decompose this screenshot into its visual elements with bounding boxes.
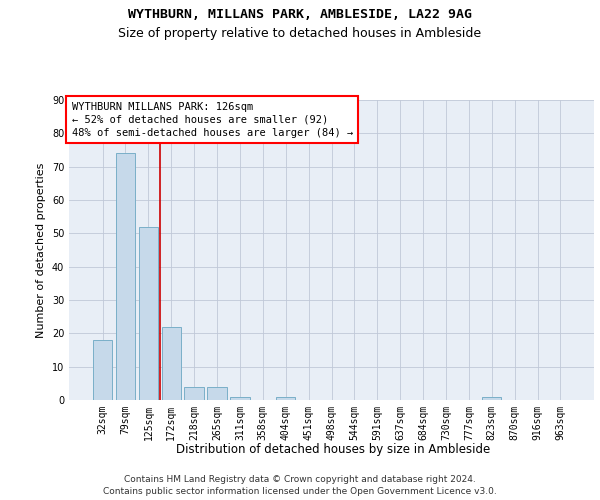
Bar bbox=[482, 396, 502, 400]
Text: Contains HM Land Registry data © Crown copyright and database right 2024.
Contai: Contains HM Land Registry data © Crown c… bbox=[103, 474, 497, 496]
Bar bbox=[208, 386, 227, 400]
Bar bbox=[161, 326, 181, 400]
Text: Distribution of detached houses by size in Ambleside: Distribution of detached houses by size … bbox=[176, 442, 490, 456]
Bar bbox=[184, 386, 204, 400]
Y-axis label: Number of detached properties: Number of detached properties bbox=[36, 162, 46, 338]
Bar bbox=[116, 154, 135, 400]
Text: WYTHBURN, MILLANS PARK, AMBLESIDE, LA22 9AG: WYTHBURN, MILLANS PARK, AMBLESIDE, LA22 … bbox=[128, 8, 472, 20]
Bar bbox=[230, 396, 250, 400]
Bar bbox=[276, 396, 295, 400]
Text: Size of property relative to detached houses in Ambleside: Size of property relative to detached ho… bbox=[118, 28, 482, 40]
Bar bbox=[139, 226, 158, 400]
Bar bbox=[93, 340, 112, 400]
Text: WYTHBURN MILLANS PARK: 126sqm
← 52% of detached houses are smaller (92)
48% of s: WYTHBURN MILLANS PARK: 126sqm ← 52% of d… bbox=[71, 102, 353, 138]
